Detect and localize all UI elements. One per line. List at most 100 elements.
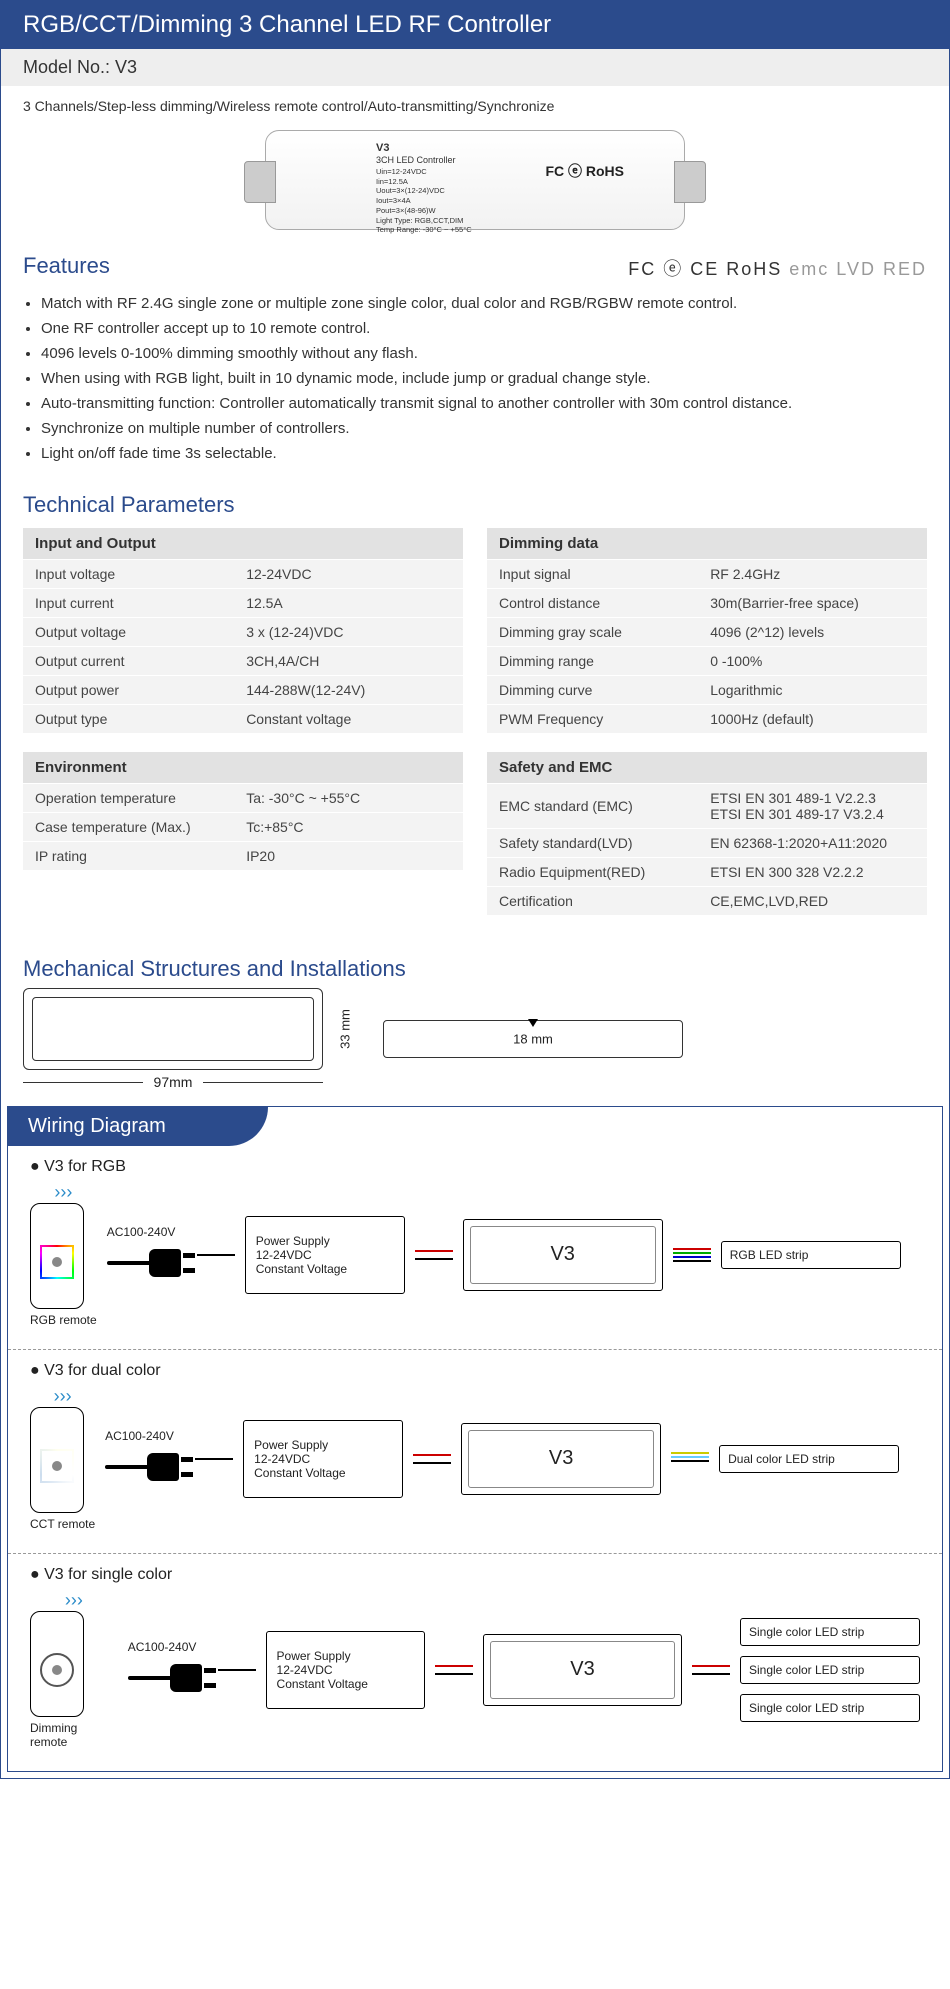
cell: Output type: [23, 705, 234, 734]
device-title: V3: [376, 141, 472, 155]
psu-box: Power Supply12-24VDCConstant Voltage: [243, 1420, 403, 1498]
remote-label: Dimming remote: [30, 1721, 118, 1749]
feature-item: When using with RGB light, built in 10 d…: [41, 370, 927, 387]
cell: PWM Frequency: [487, 705, 698, 734]
feature-item: Match with RF 2.4G single zone or multip…: [41, 295, 927, 312]
wiring-subtitle: ● V3 for single color: [30, 1566, 920, 1584]
cell: 12.5A: [234, 589, 463, 618]
psu-box: Power Supply12-24VDCConstant Voltage: [266, 1631, 425, 1709]
cell: Control distance: [487, 589, 698, 618]
cell: Certification: [487, 887, 698, 916]
cell: ETSI EN 301 489-1 V2.2.3 ETSI EN 301 489…: [698, 784, 927, 829]
table-io: Input and Output Input voltage12-24VDC I…: [23, 528, 463, 734]
strip-box: Dual color LED strip: [719, 1445, 899, 1473]
feature-item: One RF controller accept up to 10 remote…: [41, 320, 927, 337]
page-title: RGB/CCT/Dimming 3 Channel LED RF Control…: [1, 1, 949, 49]
table-dim: Dimming data Input signalRF 2.4GHz Contr…: [487, 528, 927, 734]
cell: Constant voltage: [234, 705, 463, 734]
wiring-single: ● V3 for single color ››› Dimming remote…: [8, 1554, 942, 1771]
table-header: Input and Output: [23, 528, 463, 560]
remote-label: CCT remote: [30, 1517, 95, 1531]
table-header: Safety and EMC: [487, 752, 927, 784]
strip-box: RGB LED strip: [721, 1241, 901, 1269]
dim-length: 97mm: [23, 1074, 323, 1090]
cell: Output current: [23, 647, 234, 676]
cell: Output power: [23, 676, 234, 705]
cell: RF 2.4GHz: [698, 560, 927, 589]
v3-box: V3: [483, 1634, 682, 1706]
remote-icon: [30, 1407, 84, 1513]
feature-item: Synchronize on multiple number of contro…: [41, 420, 927, 437]
wireless-icon: ›››: [30, 1182, 97, 1203]
cell: Dimming gray scale: [487, 618, 698, 647]
cell: Radio Equipment(RED): [487, 858, 698, 887]
wiring-subtitle: ● V3 for dual color: [30, 1362, 920, 1380]
strip-box: Single color LED strip: [740, 1656, 920, 1684]
plug-icon: [107, 1241, 187, 1285]
summary-line: 3 Channels/Step-less dimming/Wireless re…: [1, 86, 949, 122]
device-specs: Uin=12-24VDC Iin=12.5A Uout=3×(12-24)VDC…: [376, 167, 472, 235]
feature-item: Auto-transmitting function: Controller a…: [41, 395, 927, 412]
mechanical-diagram: 33 mm 97mm 18 mm: [1, 988, 949, 1106]
remote-label: RGB remote: [30, 1313, 97, 1327]
table-header: Environment: [23, 752, 463, 784]
cell: 4096 (2^12) levels: [698, 618, 927, 647]
cell: EN 62368-1:2020+A11:2020: [698, 829, 927, 858]
feature-list: Match with RF 2.4G single zone or multip…: [1, 285, 949, 484]
cell: Input signal: [487, 560, 698, 589]
cell: EMC standard (EMC): [487, 784, 698, 829]
wireless-icon: ›››: [30, 1590, 118, 1611]
feature-item: 4096 levels 0-100% dimming smoothly with…: [41, 345, 927, 362]
cell: Case temperature (Max.): [23, 813, 234, 842]
product-image: V3 3CH LED Controller Uin=12-24VDC Iin=1…: [1, 130, 949, 233]
cell: 3CH,4A/CH: [234, 647, 463, 676]
ac-label: AC100-240V: [128, 1640, 208, 1654]
cell: Tc:+85°C: [234, 813, 463, 842]
wiring-heading: Wiring Diagram: [8, 1107, 268, 1146]
params-tables: Input and Output Input voltage12-24VDC I…: [1, 524, 949, 948]
page: RGB/CCT/Dimming 3 Channel LED RF Control…: [0, 0, 950, 1779]
ac-label: AC100-240V: [107, 1225, 187, 1239]
cell: Safety standard(LVD): [487, 829, 698, 858]
wiring-section: Wiring Diagram ● V3 for RGB ››› RGB remo…: [7, 1106, 943, 1772]
cell: Logarithmic: [698, 676, 927, 705]
mech-heading: Mechanical Structures and Installations: [1, 948, 949, 988]
ac-label: AC100-240V: [105, 1429, 185, 1443]
cell: Input current: [23, 589, 234, 618]
plug-icon: [128, 1656, 208, 1700]
cell: 0 -100%: [698, 647, 927, 676]
params-heading: Technical Parameters: [1, 484, 949, 524]
remote-icon: [30, 1203, 84, 1309]
strip-box: Single color LED strip: [740, 1694, 920, 1722]
cell: ETSI EN 300 328 V2.2.2: [698, 858, 927, 887]
cell: Input voltage: [23, 560, 234, 589]
cell: 30m(Barrier-free space): [698, 589, 927, 618]
plug-icon: [105, 1445, 185, 1489]
table-header: Dimming data: [487, 528, 927, 560]
cell: Output voltage: [23, 618, 234, 647]
dim-width: 33 mm: [338, 1009, 353, 1049]
cell: CE,EMC,LVD,RED: [698, 887, 927, 916]
cell: IP rating: [23, 842, 234, 871]
cell: IP20: [234, 842, 463, 871]
wireless-icon: ›››: [30, 1386, 95, 1407]
table-env: Environment Operation temperatureTa: -30…: [23, 752, 463, 871]
table-safety: Safety and EMC EMC standard (EMC)ETSI EN…: [487, 752, 927, 916]
cell: 3 x (12-24)VDC: [234, 618, 463, 647]
cell: Ta: -30°C ~ +55°C: [234, 784, 463, 813]
device-subtitle: 3CH LED Controller: [376, 155, 472, 167]
model-number: Model No.: V3: [1, 49, 949, 86]
wiring-subtitle: ● V3 for RGB: [30, 1158, 920, 1176]
cell: Dimming range: [487, 647, 698, 676]
remote-icon: [30, 1611, 84, 1717]
cell: 1000Hz (default): [698, 705, 927, 734]
v3-box: V3: [461, 1423, 661, 1495]
certifications: FC ⓔ CE RoHS emc LVD RED: [628, 255, 949, 281]
device-marks: FC ⓔ RoHS: [545, 161, 624, 181]
feature-item: Light on/off fade time 3s selectable.: [41, 445, 927, 462]
v3-box: V3: [463, 1219, 663, 1291]
wiring-dual: ● V3 for dual color ››› CCT remote AC100…: [8, 1350, 942, 1554]
dim-height: 18 mm: [513, 1032, 553, 1047]
wiring-rgb: ● V3 for RGB ››› RGB remote AC100-240V P: [8, 1146, 942, 1350]
cell: Dimming curve: [487, 676, 698, 705]
